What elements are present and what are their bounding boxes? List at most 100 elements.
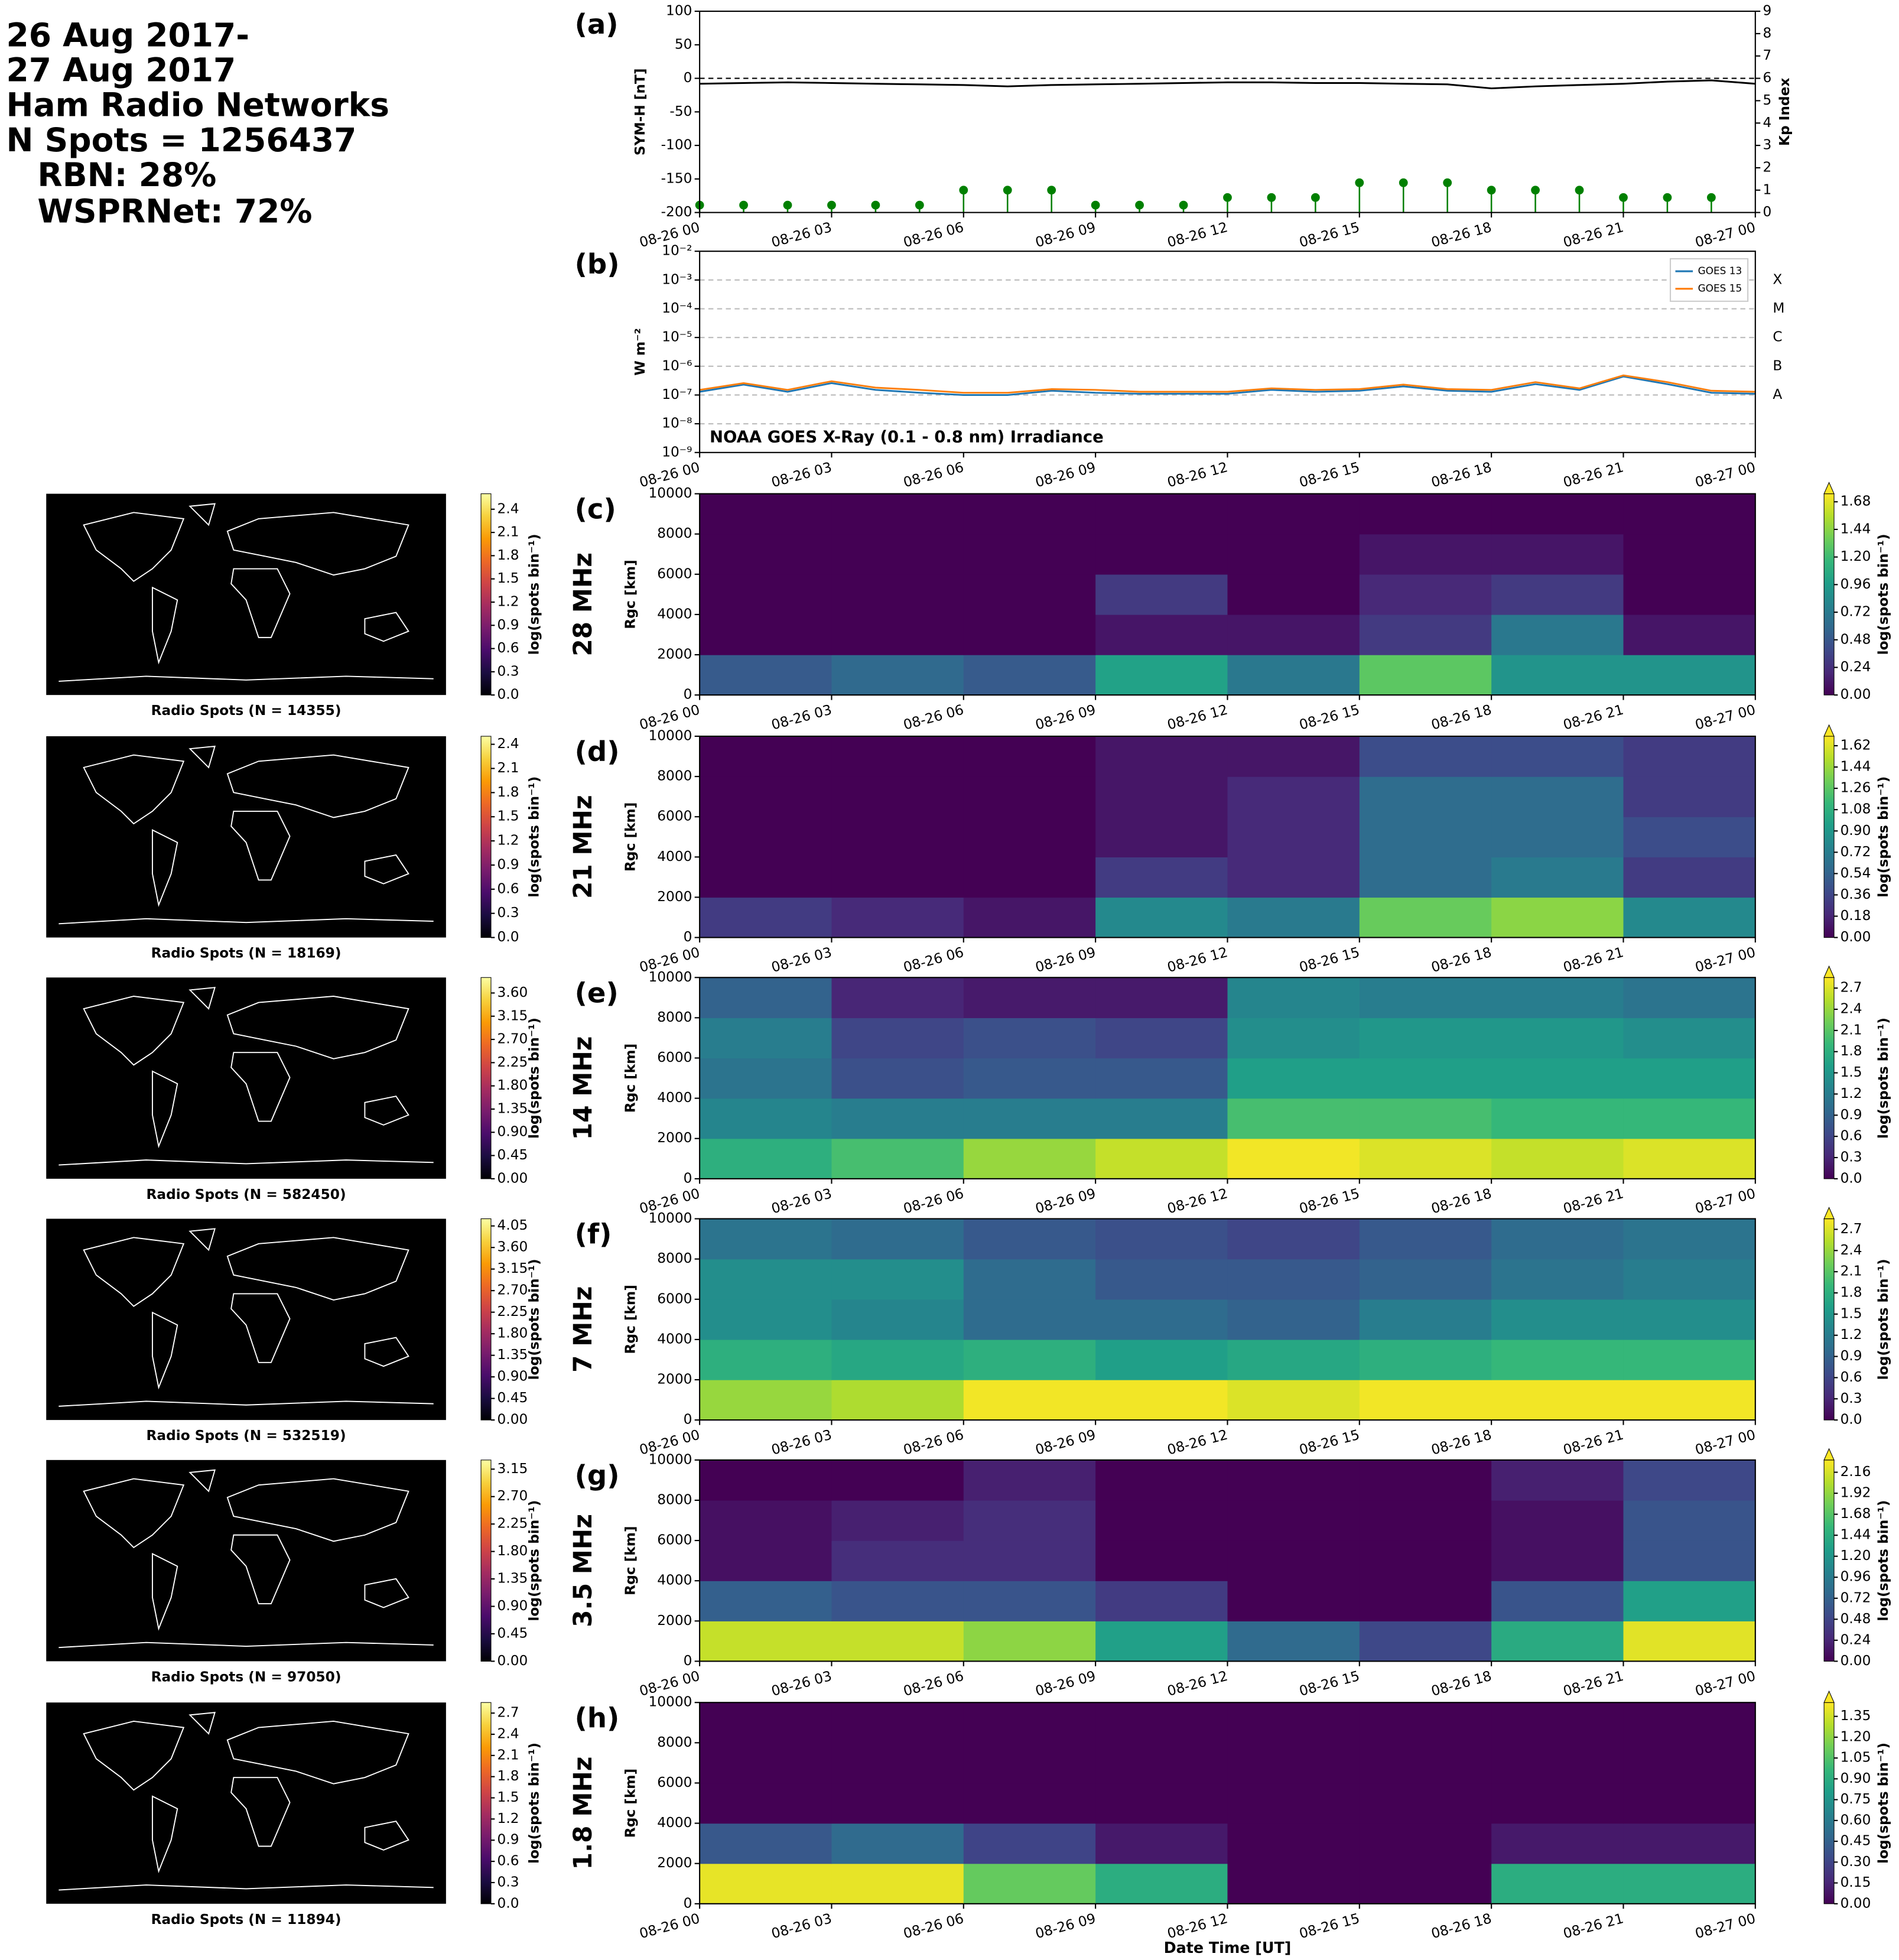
colorbar-tick-label: 2.1: [497, 524, 519, 540]
heatmap-cell: [1359, 1460, 1492, 1501]
stem-marker: [1003, 186, 1012, 195]
x-tick-label: 08-26 06: [902, 1427, 965, 1458]
stem-marker: [827, 200, 836, 210]
colorbar-tick-label: 0.30: [1841, 1854, 1871, 1870]
heatmap-cell: [1227, 493, 1360, 535]
x-tick-label: 08-26 06: [902, 1910, 965, 1942]
heatmap-cell: [700, 534, 833, 575]
heatmap-cell: [1491, 1783, 1624, 1824]
colorbar-tick-label: 0.9: [497, 617, 519, 633]
heatmap-cell: [1623, 1702, 1756, 1743]
colorbar-tick-label: 0.72: [1841, 604, 1871, 620]
heatmap-cell: [963, 776, 1096, 817]
y-tick-label: 10000: [648, 727, 692, 743]
colorbar-tick-label: 2.25: [497, 1516, 528, 1532]
heatmap-cell: [831, 1500, 964, 1541]
colorbar-tick-label: 0.0: [1841, 1412, 1862, 1428]
x-tick-label: 08-27 00: [1693, 1910, 1757, 1942]
colorbar-tick-label: 0.96: [1841, 1569, 1871, 1585]
colorbar-tick-label: 0.9: [497, 856, 519, 872]
heatmap-cell: [1227, 1218, 1360, 1260]
colorbar-tick-label: 1.5: [497, 808, 519, 824]
x-tick-label: 08-26 12: [1166, 1185, 1230, 1217]
x-tick-label: 08-27 00: [1693, 1185, 1757, 1217]
heatmap-cell: [1227, 1058, 1360, 1099]
heatmap-cell: [1491, 1581, 1624, 1621]
heatmap-cell: [1095, 1863, 1228, 1904]
x-tick-label: 08-27 00: [1693, 702, 1757, 733]
y-axis-label: Rgc [km]: [622, 1526, 638, 1595]
heatmap-cell: [963, 1299, 1096, 1340]
y-tick-label: 50: [675, 36, 692, 52]
map-background: [46, 1218, 446, 1421]
heatmap-cell: [700, 1823, 833, 1864]
colorbar-label: log(spots bin⁻¹): [526, 1743, 542, 1864]
heatmap-cell: [1227, 1863, 1360, 1904]
heatmap-cell: [1227, 1259, 1360, 1300]
colorbar-label: log(spots bin⁻¹): [1875, 534, 1891, 655]
x-tick-label: 08-26 06: [902, 1668, 965, 1699]
y-tick-label: 0: [684, 687, 692, 703]
stem-marker: [1531, 186, 1540, 195]
heatmap-cell: [1623, 1018, 1756, 1059]
colorbar-tick-label: 2.4: [497, 500, 519, 516]
frequency-label: 14 MHz: [568, 1036, 597, 1140]
heatmap-cell: [700, 1138, 833, 1179]
heatmap-cell: [831, 1823, 964, 1864]
stem-marker: [1047, 186, 1056, 195]
x-tick-label: 08-26 12: [1166, 702, 1230, 733]
colorbar-tick-label: 1.5: [497, 1789, 519, 1805]
heatmap-cell: [1359, 897, 1492, 938]
x-tick-label: 08-26 21: [1562, 1910, 1625, 1942]
y-tick-label: 6000: [657, 1291, 692, 1306]
heatmap-cell: [1227, 776, 1360, 817]
x-tick-label: 08-26 15: [1298, 944, 1361, 976]
heatmap-cell: [963, 493, 1096, 535]
y-tick-label: 4000: [657, 1090, 692, 1106]
heatmap-cell: [1491, 1823, 1624, 1864]
heatmap-cell: [831, 1339, 964, 1380]
heatmap-cell: [1359, 736, 1492, 777]
x-tick-label: 08-26 21: [1562, 1668, 1625, 1699]
y-tick-label: 6000: [657, 808, 692, 824]
heatmap-cell: [963, 655, 1096, 695]
x-tick-label: 08-26 12: [1166, 459, 1230, 490]
heatmap-cell: [1491, 1058, 1624, 1099]
heatmap-cell: [1359, 1783, 1492, 1824]
coastlines: [58, 987, 434, 1166]
y2-tick-label: 2: [1763, 159, 1772, 175]
y-tick-label: 10⁻⁵: [662, 329, 692, 345]
heatmap-cell: [1359, 1339, 1492, 1380]
colorbar-tick-label: 1.62: [1841, 737, 1871, 753]
heatmap-cell: [1623, 534, 1756, 575]
heatmap-cell: [1359, 1218, 1492, 1260]
x-tick-label: 08-26 06: [902, 944, 965, 976]
y-axis-label: SYM-H [nT]: [632, 69, 648, 156]
stem-marker: [1619, 193, 1628, 202]
map-title: Radio Spots (N = 97050): [151, 1669, 342, 1685]
x-tick-label: 08-26 06: [902, 702, 965, 733]
heatmap-cell: [831, 1218, 964, 1260]
header-line: WSPRNet: 72%: [37, 193, 312, 230]
heatmap-cell: [700, 614, 833, 655]
map-title: Radio Spots (N = 14355): [151, 703, 342, 719]
heatmap-cell: [1227, 1702, 1360, 1743]
colorbar-tick-label: 1.68: [1841, 1506, 1871, 1522]
heatmap-cell: [1491, 1540, 1624, 1581]
colorbar-tick-label: 3.15: [497, 1007, 528, 1023]
x-tick-label: 08-26 18: [1429, 1427, 1493, 1458]
stem-marker: [783, 200, 792, 210]
heatmap-cell: [700, 1259, 833, 1300]
colorbar-tick-label: 0.3: [497, 1874, 519, 1890]
colorbar-tick-label: 0.48: [1841, 1611, 1871, 1627]
heatmap-cell: [1095, 736, 1228, 777]
flare-class-label: C: [1773, 329, 1782, 345]
panel-label: (f): [575, 1218, 612, 1250]
colorbar-tick-label: 1.2: [497, 593, 519, 609]
x-tick-label: 08-26 06: [902, 459, 965, 490]
heatmap-cell: [1359, 1621, 1492, 1662]
heatmap-cell: [831, 1098, 964, 1139]
colorbar-tick-label: 0.90: [1841, 823, 1871, 838]
heatmap-cell: [1227, 1743, 1360, 1784]
coastlines: [58, 1228, 434, 1407]
